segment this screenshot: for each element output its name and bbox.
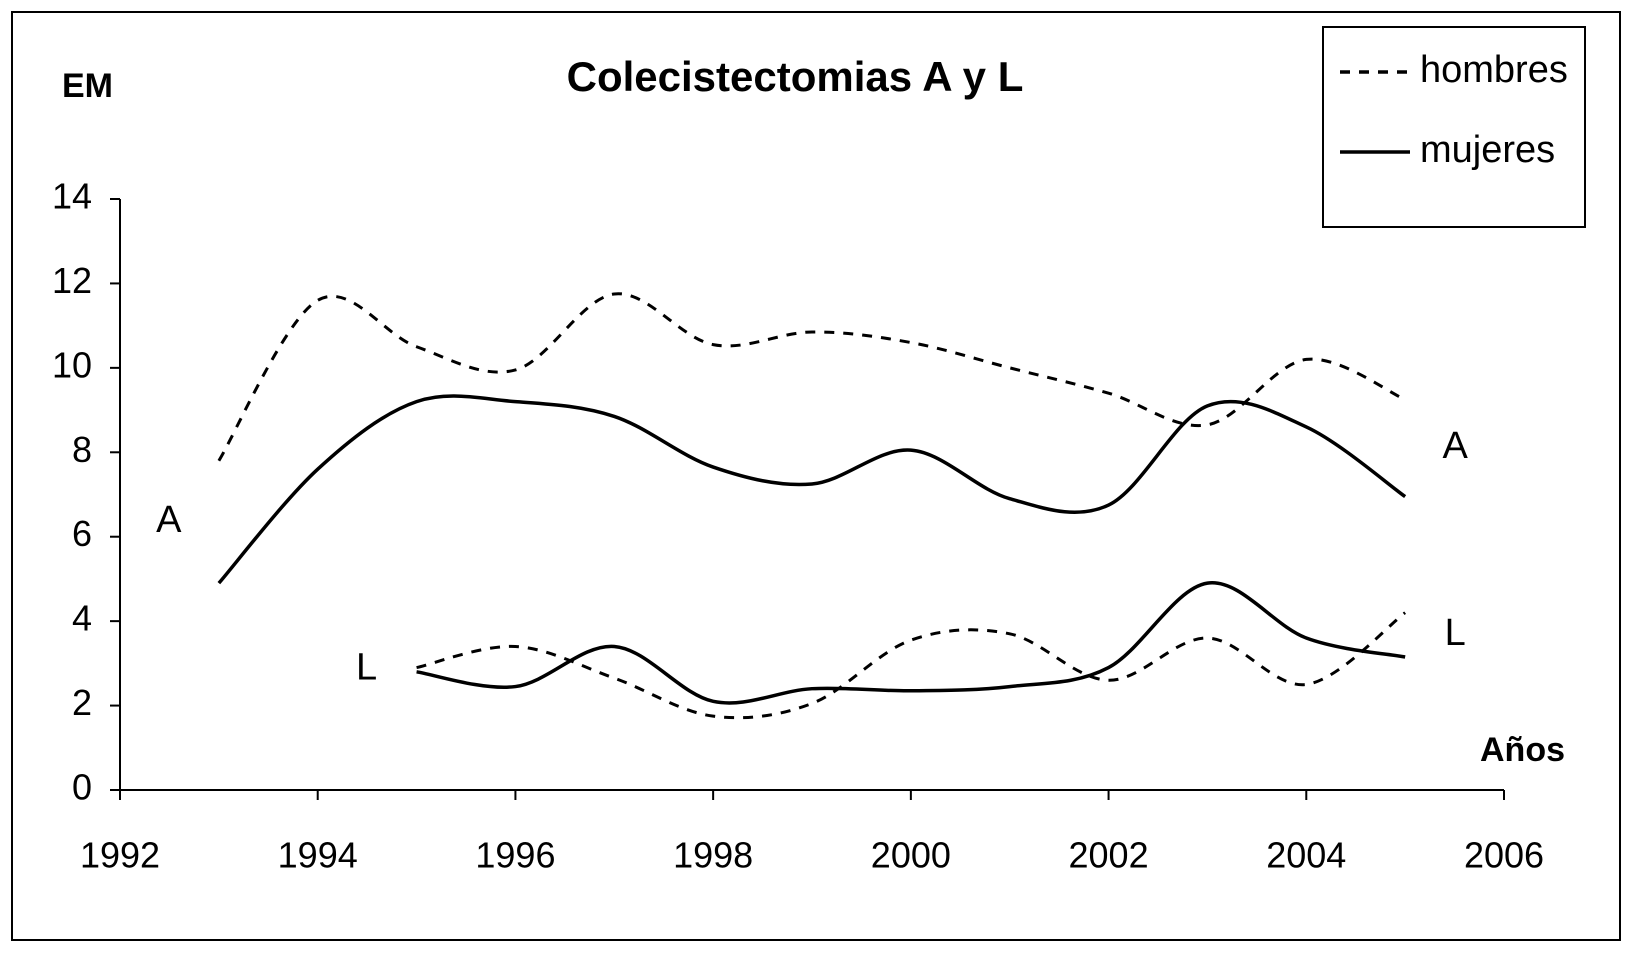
x-tick-label: 2004 (1266, 835, 1346, 876)
x-axis-label: Años (1480, 731, 1565, 769)
y-tick-label: 4 (72, 598, 92, 639)
series-line (416, 611, 1407, 720)
legend-label: mujeres (1420, 129, 1555, 171)
group-label: L (356, 647, 377, 689)
x-tick-label: 2006 (1464, 835, 1544, 876)
y-tick-label: 6 (72, 513, 92, 554)
legend-box (1322, 26, 1586, 228)
x-tick-label: 2002 (1069, 835, 1149, 876)
y-axis-label: EM (62, 67, 113, 105)
x-tick-label: 1994 (278, 835, 358, 876)
chart-title: Colecistectomias A y L (567, 53, 1024, 100)
y-tick-label: 14 (52, 176, 92, 217)
series-line (217, 292, 1406, 462)
legend-label: hombres (1420, 49, 1568, 91)
chart-border (11, 11, 1621, 941)
series-line (217, 394, 1407, 585)
y-tick-label: 8 (72, 429, 92, 470)
x-tick-label: 1998 (673, 835, 753, 876)
group-label: A (1442, 425, 1468, 467)
y-tick-label: 0 (72, 767, 92, 808)
y-tick-label: 12 (52, 260, 92, 301)
group-label: L (1445, 612, 1466, 654)
series-line (416, 581, 1406, 705)
group-label: A (156, 499, 182, 541)
x-tick-label: 2000 (871, 835, 951, 876)
y-tick-label: 10 (52, 344, 92, 385)
x-tick-label: 1996 (475, 835, 555, 876)
y-tick-label: 2 (72, 682, 92, 723)
x-tick-label: 1992 (80, 835, 160, 876)
